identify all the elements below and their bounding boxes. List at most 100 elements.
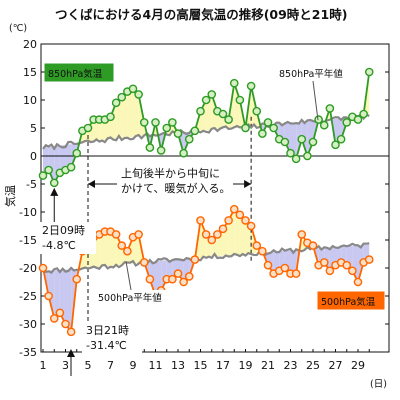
500hpa-point — [72, 274, 82, 284]
850hpa-point — [235, 95, 245, 105]
850hpa-point — [364, 67, 374, 77]
500hpa-deviation-area — [110, 231, 117, 266]
legend-500hpa-normal-label: 500hPa平年値 — [98, 292, 162, 304]
500hpa-deviation-area — [116, 234, 122, 266]
850hpa-deviation-area — [133, 88, 139, 137]
x-tick-label: 25 — [306, 359, 320, 372]
850hpa-point — [353, 115, 363, 124]
500hpa-point — [258, 246, 267, 256]
850hpa-point — [184, 134, 194, 144]
850hpa-point — [359, 109, 368, 119]
min-850-arrowhead — [50, 187, 59, 196]
x-tick-label: 11 — [149, 359, 163, 372]
850hpa-point — [49, 178, 59, 188]
warm-period-text: 上旬後半から中旬に — [121, 166, 220, 180]
500hpa-point — [235, 210, 245, 220]
850hpa-point — [134, 90, 143, 99]
500hpa-point — [168, 274, 177, 284]
850hpa-point — [319, 120, 329, 130]
850hpa-point — [269, 123, 278, 133]
500hpa-point — [207, 235, 217, 245]
500hpa-point — [61, 319, 70, 329]
850hpa-point — [117, 92, 127, 102]
850hpa-point — [336, 134, 346, 144]
x-tick-label: 21 — [261, 359, 275, 372]
850hpa-point — [314, 115, 323, 124]
y-tick-label: 0 — [30, 150, 37, 163]
500hpa-point — [319, 258, 329, 267]
850hpa-point — [218, 109, 228, 119]
850hpa-point — [111, 98, 121, 108]
y-tick-label: -15 — [19, 234, 37, 247]
500hpa-deviation-area — [290, 250, 297, 274]
850hpa-point — [196, 106, 205, 116]
y-tick-label: -25 — [19, 290, 37, 303]
x-tick-label: 3 — [62, 359, 69, 372]
850hpa-point — [246, 81, 256, 91]
500hpa-deviation-area — [234, 209, 240, 256]
x-tick-label: 27 — [329, 359, 343, 372]
500hpa-point — [44, 291, 53, 301]
min-500-label-bg — [82, 322, 142, 354]
850hpa-deviation-area — [200, 100, 207, 131]
850hpa-point — [72, 148, 82, 158]
500hpa-point — [111, 230, 121, 239]
850hpa-deviation-area — [110, 102, 117, 140]
850hpa-point — [168, 118, 177, 127]
850hpa-deviation-area — [99, 119, 105, 141]
500hpa-point — [348, 266, 357, 276]
legend-850hpa-normal-box — [276, 66, 350, 81]
x-tick-label: 29 — [351, 359, 365, 372]
legend-500hpa-temperature-label: 500hPa気温 — [321, 296, 376, 308]
500hpa-deviation-area — [324, 247, 330, 271]
850hpa-point — [303, 151, 312, 161]
500hpa-deviation-area — [104, 231, 111, 267]
850hpa-point — [241, 123, 250, 133]
850hpa-deviation-area — [116, 97, 122, 139]
500hpa-point — [196, 216, 205, 225]
500hpa-point — [66, 327, 76, 337]
850hpa-point — [151, 118, 160, 127]
min-500-text: -31.4℃ — [86, 339, 127, 352]
500hpa-point — [325, 266, 335, 276]
500hpa-deviation-area — [54, 269, 60, 319]
y-tick-label: -20 — [19, 262, 37, 275]
plot-frame — [40, 43, 390, 353]
y-unit-label: (℃) — [9, 23, 27, 34]
850hpa-deviation-area — [93, 119, 100, 142]
850hpa-point — [325, 104, 335, 113]
500hpa-deviation-area — [161, 260, 167, 291]
legend-850hpa-temperature-label: 850hPa気温 — [48, 68, 103, 80]
500hpa-point — [224, 216, 233, 225]
850hpa-point — [201, 95, 211, 105]
850hpa-deviation-area — [307, 120, 313, 156]
500hpa-point — [123, 246, 132, 256]
850hpa-point — [297, 134, 307, 144]
850hpa-point — [252, 106, 262, 116]
y-tick-label: -10 — [19, 206, 37, 219]
850hpa-deviation-area — [127, 88, 133, 138]
legend-500hpa-temperature-box — [317, 291, 385, 310]
850hpa-point — [331, 140, 340, 150]
500hpa-point — [280, 263, 290, 273]
legend-850hpa-temperature-box — [44, 63, 114, 82]
chart-title: つくばにおける4月の高層気温の推移(09時と21時) — [55, 7, 347, 22]
legend-850hpa-normal-label: 850hPa平年値 — [279, 68, 343, 80]
500hpa-point — [342, 260, 352, 270]
min-850-text: 2日09時 — [42, 224, 85, 237]
500hpa-point — [145, 274, 155, 284]
x-tick-label: 23 — [284, 359, 298, 372]
x-unit-label: (日) — [370, 379, 387, 390]
500hpa-point — [297, 230, 307, 239]
850hpa-point — [139, 118, 149, 127]
850hpa-point — [106, 112, 115, 122]
500hpa-point — [179, 277, 188, 287]
x-tick-label: 7 — [107, 359, 114, 372]
warm-period-arrowhead-left — [88, 180, 95, 188]
500hpa-point — [263, 260, 273, 270]
500hpa-point — [291, 269, 301, 278]
500hpa-deviation-area — [239, 214, 246, 255]
500hpa-point — [229, 204, 239, 214]
